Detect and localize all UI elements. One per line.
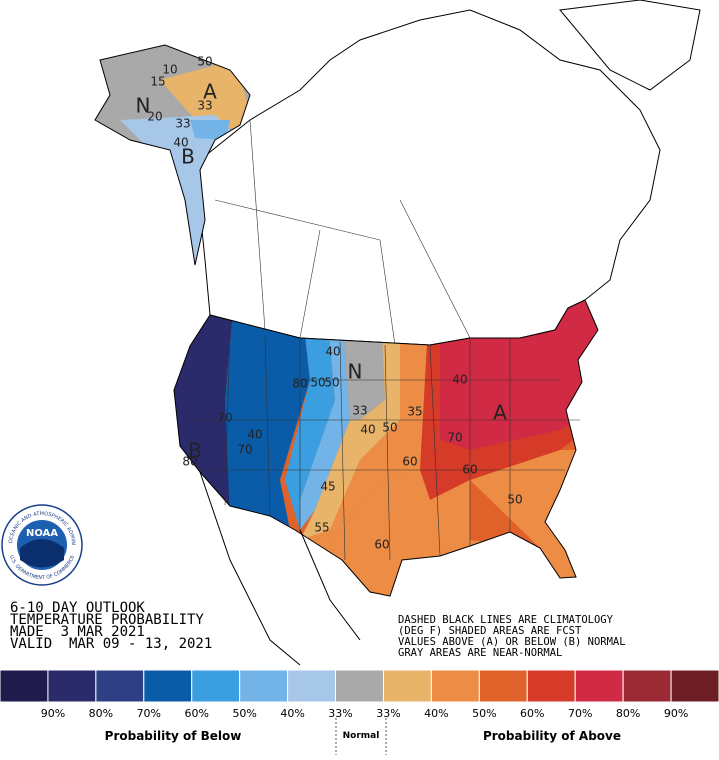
contour-label: 33 [352,404,367,418]
title-line: 6-10 DAY OUTLOOK [10,600,145,616]
contour-label: 33 [175,117,190,131]
region-letter: N [348,360,363,384]
legend: Probability of Below Normal Probability … [0,669,719,755]
legend-swatch [526,669,576,703]
notes-block: DASHED BLACK LINES ARE CLIMATOLOGY(DEG F… [398,614,626,659]
legend-label: 70% [568,707,592,720]
note-line: DASHED BLACK LINES ARE CLIMATOLOGY [398,614,614,626]
legend-label: 90% [664,707,688,720]
legend-swatch [287,669,337,703]
legend-label: 60% [185,707,209,720]
legend-label: 40% [424,707,448,720]
contour-label: 50 [324,376,339,390]
greenland-outline [559,0,701,91]
noaa-logo: NOAA NATIONAL OCEANIC AND ATMOSPHERIC AD… [0,0,83,586]
mexico-outline [199,471,361,666]
legend-label: 50% [472,707,496,720]
legend-label: 33% [376,707,400,720]
note-line: VALUES ABOVE (A) OR BELOW (B) NORMAL [398,636,626,648]
contour-label: 50 [507,493,522,507]
logo-text: NOAA [26,528,58,539]
legend-above: Probability of Above [483,729,621,743]
contour-label: 60 [402,455,417,469]
legend-swatch [191,669,241,703]
legend-swatch [239,669,289,703]
contour-label: 45 [320,480,335,494]
legend-swatch [382,669,432,703]
legend-label: 90% [41,707,65,720]
contour-label: 50 [382,421,397,435]
legend-swatch [478,669,528,703]
legend-swatch [335,669,384,703]
title-line: VALID MAR 09 - 13, 2021 [10,636,212,652]
legend-swatch [0,669,49,703]
legend-label: 80% [616,707,640,720]
region-letter: B [181,145,195,169]
conus-outline [173,299,599,597]
legend-swatch [95,669,145,703]
legend-below: Probability of Below [105,729,242,743]
map [94,0,701,666]
contour-label: 40 [452,373,467,387]
logo-ring-top-path: NATIONAL OCEANIC AND ATMOSPHERIC ADMINIS… [0,0,76,545]
legend-label: 70% [137,707,161,720]
contour-label: 40 [247,428,262,442]
region-letter: A [493,401,507,425]
contour-label: 20 [147,110,162,124]
logo-ring-top: NATIONAL OCEANIC AND ATMOSPHERIC ADMINIS… [0,0,76,545]
contour-label: 55 [314,521,329,535]
state-lines [190,329,580,561]
contour-label: 50 [197,55,212,69]
legend-swatch [47,669,97,703]
legend-label: 80% [89,707,113,720]
legend-normal: Normal [343,731,380,741]
legend-swatch [622,669,672,703]
legend-swatch [143,669,193,703]
legend-label: 60% [520,707,544,720]
logo-wave [20,539,64,568]
contour-label: 15 [150,75,165,89]
contour-label: 70 [447,431,462,445]
legend-label: 50% [232,707,256,720]
contour-label: 40 [325,345,340,359]
note-line: (DEG F) SHADED AREAS ARE FCST [398,625,582,637]
note-line: GRAY AREAS ARE NEAR-NORMAL [398,647,562,659]
legend-swatch [574,669,624,703]
region-letter: A [203,80,217,104]
legend-label: 40% [280,707,304,720]
legend-swatch [430,669,480,703]
contour-label: 50 [310,376,325,390]
contour-label: 40 [173,136,188,150]
title-line: MADE 3 MAR 2021 [10,624,145,640]
legend-label: 33% [328,707,352,720]
contour-label: 80 [292,377,307,391]
alaska-outline [94,44,251,266]
contour-label: 70 [217,411,232,425]
title-line: TEMPERATURE PROBABILITY [10,612,204,628]
canada-outline [199,9,661,346]
contour-label: 60 [374,538,389,552]
contour-label: 35 [407,405,422,419]
conus-shading [174,300,598,596]
legend-swatch [670,669,719,703]
region-letter: N [136,94,151,118]
province-lines [214,119,471,346]
contour-label: 60 [462,463,477,477]
contour-label: 80 [182,455,197,469]
contour-label: 33 [197,99,212,113]
contour-label: 10 [162,63,177,77]
contour-label: 70 [237,443,252,457]
region-letter: B [188,439,202,463]
contour-label: 40 [360,423,375,437]
